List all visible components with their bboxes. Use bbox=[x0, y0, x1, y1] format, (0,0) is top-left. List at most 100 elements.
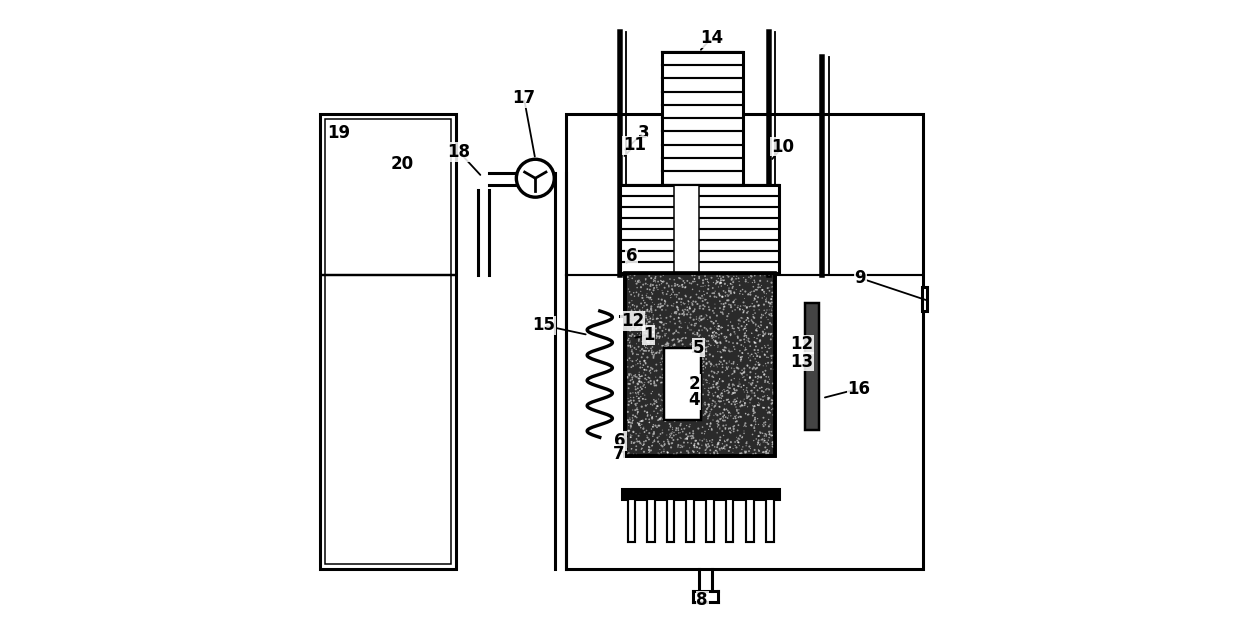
Point bbox=[712, 396, 732, 406]
Point bbox=[639, 337, 658, 348]
Point bbox=[636, 346, 656, 356]
Point bbox=[619, 274, 639, 284]
Point bbox=[708, 277, 728, 287]
Point bbox=[737, 422, 756, 432]
Point bbox=[712, 388, 732, 398]
Point bbox=[740, 270, 760, 281]
Point bbox=[704, 288, 724, 298]
Point bbox=[734, 368, 754, 378]
Point bbox=[755, 437, 775, 447]
Point bbox=[707, 362, 727, 372]
Point bbox=[625, 411, 645, 422]
Point bbox=[760, 286, 780, 296]
Point bbox=[668, 423, 688, 434]
Point bbox=[755, 324, 775, 334]
Point bbox=[733, 308, 753, 318]
Point bbox=[703, 328, 723, 338]
Point bbox=[639, 447, 658, 458]
Point bbox=[658, 437, 678, 447]
Point bbox=[662, 438, 682, 448]
Point bbox=[732, 400, 751, 410]
Point bbox=[715, 334, 735, 344]
Point bbox=[642, 327, 662, 337]
Point bbox=[668, 346, 688, 356]
Point bbox=[673, 396, 693, 406]
Point bbox=[745, 348, 765, 358]
Point bbox=[642, 342, 662, 352]
Point bbox=[740, 398, 760, 408]
Point bbox=[743, 277, 763, 288]
Point bbox=[742, 386, 761, 396]
Point bbox=[681, 345, 701, 355]
Point bbox=[622, 348, 642, 358]
Point bbox=[717, 395, 737, 405]
Point bbox=[745, 416, 765, 427]
Point bbox=[635, 298, 655, 308]
Point bbox=[734, 385, 754, 395]
Point bbox=[657, 382, 677, 392]
Point bbox=[667, 307, 687, 317]
Point bbox=[740, 372, 760, 382]
Point bbox=[645, 435, 665, 445]
Point bbox=[737, 302, 756, 312]
Point bbox=[693, 422, 713, 432]
Point bbox=[683, 414, 703, 424]
Point bbox=[737, 383, 756, 393]
Point bbox=[675, 299, 694, 309]
Point bbox=[625, 291, 645, 301]
Point bbox=[675, 391, 694, 401]
Point bbox=[678, 446, 698, 456]
Point bbox=[639, 339, 658, 349]
Point bbox=[625, 301, 645, 311]
Point bbox=[689, 301, 709, 311]
Point bbox=[697, 359, 717, 369]
Point bbox=[646, 333, 666, 343]
Point bbox=[649, 294, 668, 304]
Point bbox=[699, 302, 719, 312]
Point bbox=[723, 397, 743, 407]
Point bbox=[640, 314, 660, 324]
Point bbox=[634, 447, 653, 457]
Point bbox=[689, 301, 709, 311]
Point bbox=[657, 383, 677, 393]
Point bbox=[624, 376, 644, 386]
Bar bbox=[725, 499, 733, 542]
Point bbox=[639, 372, 658, 382]
Bar bbox=[567, 114, 924, 569]
Point bbox=[708, 324, 728, 334]
Point bbox=[713, 275, 733, 285]
Point bbox=[732, 448, 751, 458]
Point bbox=[749, 372, 769, 382]
Point bbox=[629, 389, 649, 399]
Point bbox=[719, 337, 739, 347]
Point bbox=[662, 289, 682, 300]
Point bbox=[637, 336, 657, 346]
Point bbox=[734, 334, 754, 344]
Point bbox=[703, 382, 723, 392]
Point bbox=[649, 328, 668, 338]
Point bbox=[688, 367, 708, 377]
Point bbox=[682, 415, 702, 425]
Point bbox=[658, 376, 678, 386]
Point bbox=[708, 422, 728, 432]
Point bbox=[646, 420, 666, 430]
Point bbox=[712, 281, 732, 291]
Point bbox=[672, 376, 692, 386]
Point bbox=[684, 402, 704, 412]
Point bbox=[691, 404, 711, 415]
Point bbox=[681, 431, 701, 441]
Point bbox=[661, 428, 681, 439]
Point bbox=[626, 411, 646, 422]
Point bbox=[684, 385, 704, 395]
Point bbox=[636, 308, 656, 319]
Point bbox=[724, 388, 744, 398]
Point bbox=[745, 338, 765, 348]
Point bbox=[662, 374, 682, 384]
Point bbox=[653, 351, 673, 362]
Point bbox=[631, 312, 651, 322]
Point bbox=[625, 343, 645, 353]
Point bbox=[737, 325, 756, 336]
Point bbox=[719, 379, 739, 389]
Point bbox=[632, 420, 652, 430]
Point bbox=[734, 323, 754, 333]
